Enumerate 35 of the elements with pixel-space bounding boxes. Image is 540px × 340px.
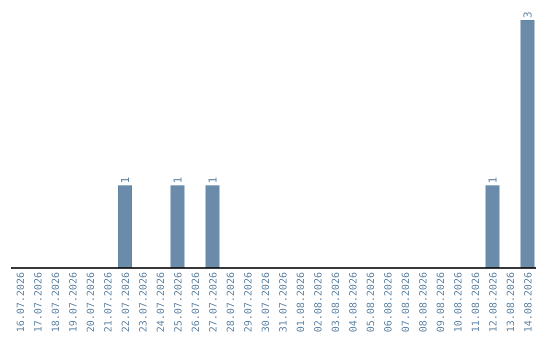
x-tick-label: 01.08.2026 <box>296 272 307 332</box>
data-label: 1 <box>486 176 500 184</box>
x-tick-label: 22.07.2026 <box>120 272 132 332</box>
x-tick-label: 08.08.2026 <box>418 272 430 332</box>
x-tick-label: 14.08.2026 <box>523 272 534 332</box>
data-label: 1 <box>206 176 220 184</box>
x-tick-label: 10.08.2026 <box>453 272 464 332</box>
x-tick-label: 05.08.2026 <box>366 272 377 332</box>
data-label: 3 <box>522 11 534 18</box>
x-tick-label: 02.08.2026 <box>313 272 324 332</box>
x-tick-label: 16.07.2026 <box>16 272 27 332</box>
x-tick-label: 28.07.2026 <box>226 272 237 332</box>
x-tick-label: 04.08.2026 <box>348 272 360 332</box>
x-tick-label: 07.08.2026 <box>400 272 412 332</box>
x-tick-label: 25.07.2026 <box>173 272 184 332</box>
data-label: 1 <box>119 176 132 184</box>
x-tick-label: 06.08.2026 <box>383 272 394 332</box>
x-tick-label: 31.07.2026 <box>278 272 290 332</box>
x-tick-label: 18.07.2026 <box>50 272 62 332</box>
x-tick-label: 03.08.2026 <box>330 272 342 332</box>
x-tick-label: 21.07.2026 <box>103 272 114 332</box>
x-tick-label: 24.07.2026 <box>156 272 167 332</box>
x-tick-label: 27.07.2026 <box>208 272 220 332</box>
x-tick-label: 19.07.2026 <box>68 272 80 332</box>
x-tick-label: 17.07.2026 <box>33 272 44 332</box>
x-tick-label: 23.07.2026 <box>138 272 150 332</box>
x-tick-label: 11.08.2026 <box>470 272 482 332</box>
x-tick-label: 26.07.2026 <box>190 272 202 332</box>
x-tick-label: 12.08.2026 <box>488 272 500 332</box>
x-tick-label: 29.07.2026 <box>243 272 254 332</box>
data-label: 1 <box>172 176 184 184</box>
x-tick-label: 20.07.2026 <box>86 272 97 332</box>
x-tick-label: 09.08.2026 <box>436 272 447 332</box>
x-tick-label: 30.07.2026 <box>260 272 272 332</box>
x-tick-label: 13.08.2026 <box>506 272 517 332</box>
